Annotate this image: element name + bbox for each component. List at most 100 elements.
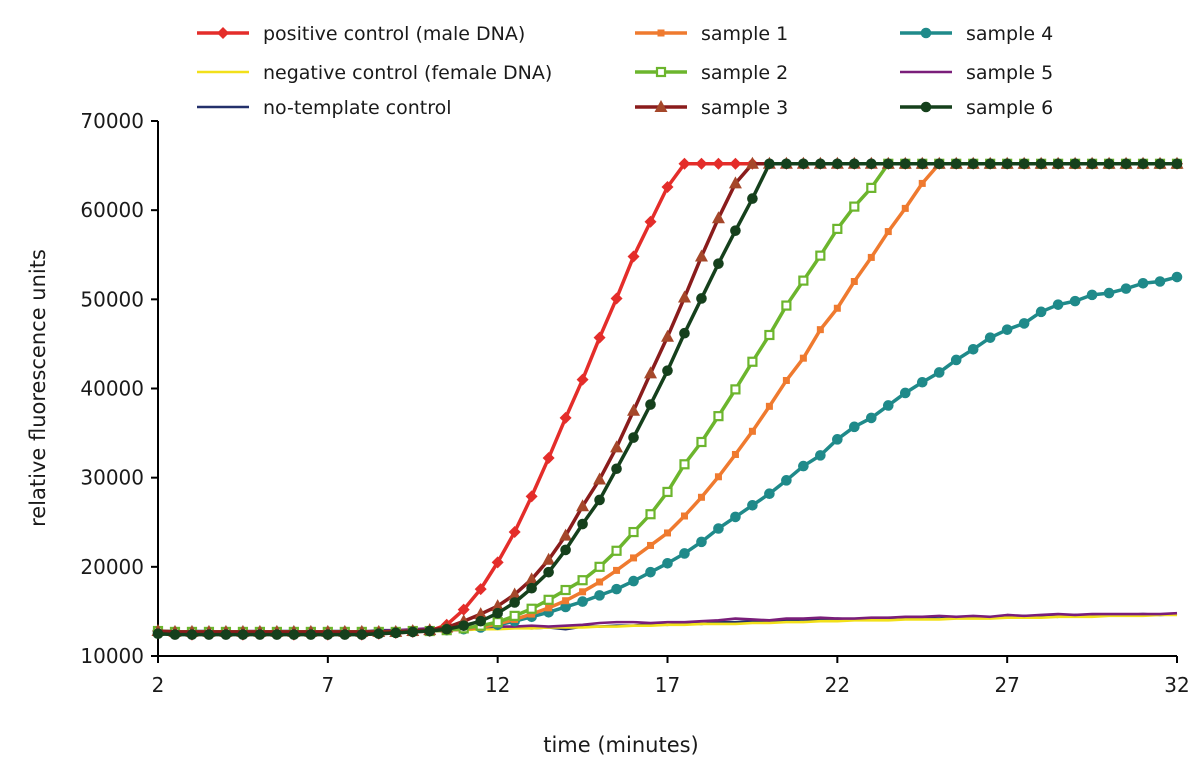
data-point [593,472,607,485]
data-point [832,434,843,445]
data-point [579,588,587,596]
data-point [662,557,673,569]
data-point [492,617,503,628]
data-point [288,629,300,640]
data-point [782,376,790,384]
data-point [713,411,724,422]
data-point [1086,158,1098,170]
data-point [918,179,926,187]
data-point [441,623,453,635]
data-point [630,554,638,562]
data-point [186,629,198,640]
data-point [815,250,826,261]
data-point [899,158,911,170]
data-point [1035,158,1047,170]
data-point [1120,158,1132,170]
data-point [764,329,775,341]
x-tick-label: 17 [655,673,680,697]
data-point [882,158,894,170]
data-point [1171,158,1183,170]
data-point [1001,324,1013,335]
data-point [680,512,688,520]
data-point [781,158,792,170]
data-point [799,354,807,362]
data-point [594,590,605,601]
data-point [339,629,351,640]
data-point [1086,289,1098,301]
data-point [884,228,892,236]
legend-entry: sample 2 [635,62,788,84]
x-tick-label: 22 [825,673,850,697]
data-point [593,331,606,344]
data-point [815,450,826,461]
y-tick-label: 30000 [80,466,144,490]
data-point [220,629,232,640]
data-point [525,572,539,585]
data-point [950,354,962,366]
legend-label: sample 5 [966,62,1053,84]
legend-marker [920,101,932,113]
legend-label: sample 4 [966,23,1053,45]
data-point [901,204,909,212]
data-point [1171,271,1183,283]
data-point [1035,306,1047,318]
data-point [697,493,705,501]
legend-label: positive control (male DNA) [263,23,525,45]
data-point [169,629,181,640]
data-point [850,278,858,285]
data-point [594,561,605,572]
data-point [984,332,996,343]
data-point [1103,158,1115,170]
data-point [627,403,641,416]
data-point [967,158,979,170]
data-point [694,249,708,262]
data-point [728,176,742,189]
legend-entry: sample 1 [635,23,788,45]
y-axis-label: relative fluorescence units [26,249,50,527]
y-tick-label: 70000 [80,109,144,133]
data-point [644,215,657,228]
data-point [203,629,215,640]
data-point [967,343,979,355]
data-point [577,575,588,586]
y-tick-label: 10000 [80,644,144,668]
data-point [542,452,555,465]
data-point [356,629,368,640]
data-point [594,494,605,506]
data-point [543,594,554,605]
data-point [764,488,775,500]
data-point [528,610,536,618]
series-sample-6 [152,158,1183,640]
legend-marker [217,27,229,39]
data-point [611,545,622,556]
data-point [628,432,639,443]
data-point [628,575,639,587]
legend: positive control (male DNA) negative cont… [197,23,1053,119]
data-point [713,523,724,534]
data-point [696,293,707,304]
data-point [152,628,164,640]
y-tick-label: 20000 [80,555,144,579]
data-point [832,158,843,170]
data-point [475,615,486,627]
legend-entry: negative control (female DNA) [197,62,552,84]
data-point [474,607,488,620]
data-point [1018,158,1030,170]
data-point [390,627,402,639]
data-point [457,603,470,616]
y-tick-label: 60000 [80,198,144,222]
data-point [611,583,622,595]
y-tick-label: 50000 [80,287,144,311]
data-point [781,300,792,311]
data-point [508,526,521,539]
legend-marker [654,100,668,112]
data-point [816,326,824,334]
data-point [730,384,741,395]
data-point [559,528,573,541]
series-sample-4 [152,271,1183,638]
plot-area [151,156,1184,641]
data-point [867,253,875,261]
data-point [714,473,722,481]
data-point [1154,158,1166,170]
data-point [1018,318,1030,329]
